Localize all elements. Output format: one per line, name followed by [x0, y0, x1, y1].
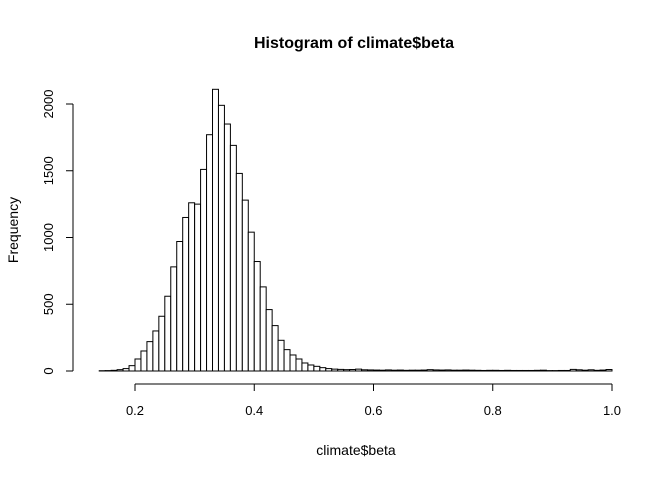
- histogram-bar: [516, 369, 524, 372]
- histogram-bar: [140, 350, 148, 372]
- histogram-bar: [122, 368, 130, 372]
- histogram-bars: [98, 88, 613, 372]
- histogram-bar: [313, 365, 321, 372]
- histogram-bar: [480, 369, 488, 372]
- histogram-bar: [468, 369, 476, 372]
- histogram-bar: [188, 202, 196, 372]
- histogram-bar: [271, 325, 279, 372]
- histogram-bar: [247, 231, 255, 372]
- histogram-bar: [563, 369, 571, 372]
- histogram-bar: [432, 369, 440, 372]
- y-tick-label: 0: [41, 367, 56, 374]
- histogram-bar: [223, 123, 231, 372]
- histogram-bar: [194, 203, 202, 372]
- histogram-bar: [361, 369, 369, 372]
- histogram-bar: [533, 369, 541, 372]
- x-axis-label: climate$beta: [316, 442, 396, 458]
- histogram-bar: [444, 369, 452, 372]
- histogram-bar: [253, 261, 261, 372]
- histogram-bar: [486, 369, 494, 372]
- histogram-bar: [426, 369, 434, 372]
- histogram-bar: [325, 368, 333, 372]
- y-tick-label: 500: [41, 293, 56, 315]
- histogram-bar: [331, 368, 339, 372]
- histogram-bar: [337, 368, 345, 372]
- histogram-bar: [390, 369, 398, 372]
- histogram-bar: [367, 369, 375, 372]
- histogram-bar: [569, 368, 577, 372]
- histogram-bar: [265, 309, 273, 372]
- histogram-bar: [289, 354, 297, 372]
- histogram-bar: [522, 369, 530, 372]
- histogram-bar: [373, 369, 380, 372]
- histogram-bar: [158, 315, 166, 372]
- histogram-bar: [528, 369, 535, 372]
- histogram-bar: [229, 144, 237, 372]
- histogram-bar: [539, 369, 547, 372]
- chart-title: Histogram of climate$beta: [254, 35, 454, 52]
- histogram-bar: [307, 364, 315, 372]
- histogram-bar: [414, 369, 422, 372]
- histogram-bar: [378, 369, 386, 372]
- histogram-bar: [259, 286, 267, 372]
- histogram-bar: [295, 358, 303, 372]
- y-axis: 0 500 1000 1500 2000: [41, 90, 74, 375]
- histogram-bar: [456, 369, 464, 372]
- histogram-bar: [152, 330, 160, 372]
- histogram-bar: [504, 369, 512, 372]
- histogram-bar: [462, 369, 470, 372]
- histogram-bar: [182, 216, 190, 372]
- histogram-bar: [319, 367, 327, 372]
- histogram-bar: [474, 369, 482, 372]
- histogram-bar: [355, 368, 363, 372]
- histogram-bar: [200, 168, 208, 372]
- histogram-bar: [206, 134, 214, 372]
- x-tick-label: 0.8: [484, 403, 502, 418]
- y-tick-label: 2000: [41, 90, 56, 119]
- histogram-bar: [593, 369, 601, 372]
- histogram-bar: [420, 369, 428, 372]
- histogram-bar: [510, 369, 518, 372]
- histogram-bar: [438, 369, 446, 372]
- x-tick-label: 1.0: [603, 403, 621, 418]
- histogram-bar: [176, 241, 184, 372]
- x-tick-label: 0.6: [364, 403, 382, 418]
- histogram-bar: [277, 339, 285, 372]
- histogram-bar: [581, 369, 589, 372]
- histogram-bar: [146, 341, 154, 372]
- x-tick-label: 0.4: [245, 403, 263, 418]
- y-axis-label: Frequency: [5, 197, 21, 263]
- y-tick-label: 1500: [41, 156, 56, 185]
- histogram-bar: [557, 369, 565, 372]
- histogram-bar: [498, 369, 506, 372]
- histogram-bar: [116, 369, 124, 372]
- histogram-bar: [343, 369, 351, 372]
- histogram-bar: [241, 199, 249, 372]
- histogram-bar: [212, 88, 219, 372]
- histogram-bar: [450, 369, 458, 372]
- y-tick-label: 1000: [41, 223, 56, 252]
- histogram-bar: [396, 369, 404, 372]
- histogram-bar: [587, 369, 595, 372]
- histogram-bar: [170, 266, 178, 372]
- histogram-bar: [110, 369, 118, 372]
- histogram-bar: [235, 172, 243, 372]
- histogram-bar: [402, 369, 410, 372]
- histogram-bar: [492, 369, 500, 372]
- histogram-bar: [575, 369, 583, 372]
- histogram-bar: [349, 369, 357, 372]
- histogram-bar: [283, 349, 291, 372]
- histogram-bar: [128, 365, 136, 372]
- histogram-bar: [134, 358, 142, 372]
- histogram-bar: [301, 362, 309, 372]
- x-tick-label: 0.2: [126, 403, 144, 418]
- histogram-bar: [164, 295, 172, 372]
- histogram-bar: [408, 369, 416, 372]
- histogram-bar: [217, 104, 225, 372]
- histogram-bar: [384, 369, 392, 372]
- histogram-bar: [599, 369, 607, 372]
- x-axis: 0.2 0.4 0.6 0.8 1.0: [126, 383, 621, 418]
- histogram-bar: [605, 369, 613, 372]
